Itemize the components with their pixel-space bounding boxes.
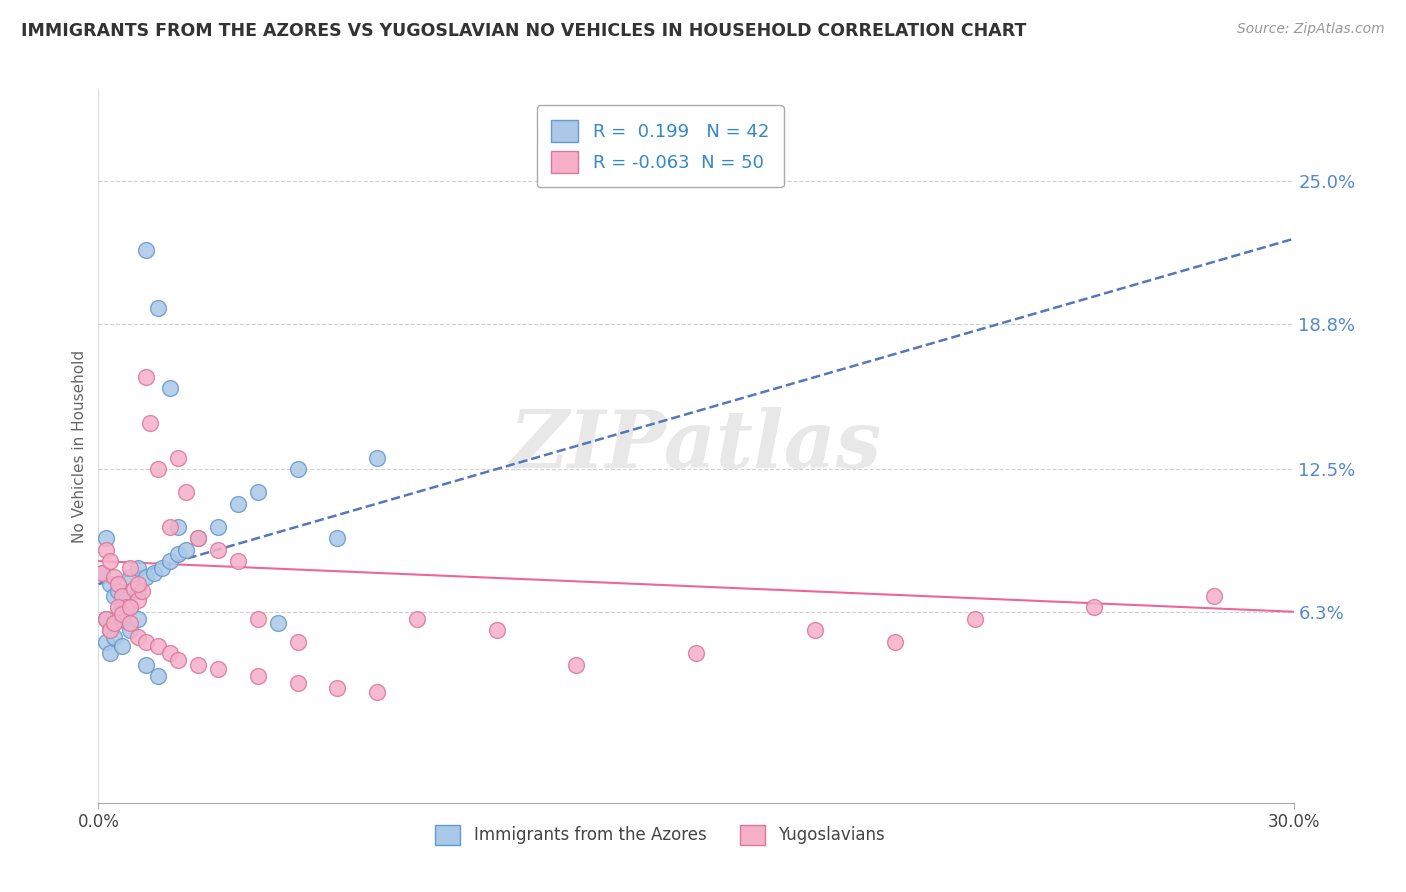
Point bbox=[159, 554, 181, 568]
Point bbox=[148, 301, 170, 315]
Point bbox=[127, 593, 149, 607]
Point bbox=[187, 657, 209, 672]
Point bbox=[326, 531, 349, 545]
Point bbox=[226, 497, 249, 511]
Point bbox=[226, 554, 249, 568]
Point bbox=[135, 370, 157, 384]
Point bbox=[963, 612, 986, 626]
Point bbox=[120, 570, 142, 584]
Point bbox=[267, 616, 290, 631]
Point bbox=[187, 531, 209, 545]
Point bbox=[167, 450, 190, 465]
Point bbox=[111, 607, 134, 621]
Point bbox=[103, 630, 125, 644]
Point bbox=[107, 584, 129, 599]
Point bbox=[120, 623, 142, 637]
Point bbox=[120, 600, 142, 615]
Point bbox=[174, 542, 197, 557]
Legend: Immigrants from the Azores, Yugoslavians: Immigrants from the Azores, Yugoslavians bbox=[429, 818, 891, 852]
Point bbox=[98, 646, 122, 660]
Point bbox=[246, 612, 269, 626]
Text: IMMIGRANTS FROM THE AZORES VS YUGOSLAVIAN NO VEHICLES IN HOUSEHOLD CORRELATION C: IMMIGRANTS FROM THE AZORES VS YUGOSLAVIA… bbox=[21, 22, 1026, 40]
Point bbox=[148, 462, 170, 476]
Point bbox=[115, 600, 138, 615]
Point bbox=[135, 657, 157, 672]
Point bbox=[565, 657, 588, 672]
Point bbox=[120, 600, 142, 615]
Point bbox=[103, 589, 125, 603]
Point bbox=[91, 566, 114, 580]
Point bbox=[287, 634, 309, 648]
Point bbox=[127, 630, 149, 644]
Point bbox=[246, 485, 269, 500]
Point bbox=[96, 612, 118, 626]
Point bbox=[111, 589, 134, 603]
Point bbox=[96, 531, 118, 545]
Point bbox=[120, 561, 142, 575]
Point bbox=[98, 577, 122, 591]
Point bbox=[366, 450, 388, 465]
Point bbox=[135, 634, 157, 648]
Point bbox=[148, 640, 170, 654]
Point bbox=[1202, 589, 1225, 603]
Point bbox=[207, 662, 229, 676]
Point bbox=[96, 542, 118, 557]
Point bbox=[685, 646, 707, 660]
Point bbox=[884, 634, 907, 648]
Point bbox=[124, 582, 146, 596]
Point bbox=[159, 519, 181, 533]
Point bbox=[246, 669, 269, 683]
Point bbox=[366, 685, 388, 699]
Point bbox=[111, 600, 134, 615]
Point bbox=[159, 646, 181, 660]
Point bbox=[287, 462, 309, 476]
Point bbox=[103, 616, 125, 631]
Point bbox=[150, 561, 173, 575]
Point bbox=[107, 607, 129, 621]
Point bbox=[167, 653, 190, 667]
Point bbox=[207, 542, 229, 557]
Text: Source: ZipAtlas.com: Source: ZipAtlas.com bbox=[1237, 22, 1385, 37]
Point bbox=[127, 577, 149, 591]
Point bbox=[1083, 600, 1105, 615]
Point bbox=[127, 561, 149, 575]
Point bbox=[406, 612, 429, 626]
Point bbox=[127, 584, 149, 599]
Point bbox=[115, 593, 138, 607]
Point bbox=[120, 616, 142, 631]
Point bbox=[167, 519, 190, 533]
Point bbox=[167, 547, 190, 561]
Point bbox=[98, 554, 122, 568]
Point bbox=[127, 612, 149, 626]
Point bbox=[91, 566, 114, 580]
Point bbox=[143, 566, 166, 580]
Point bbox=[96, 634, 118, 648]
Text: ZIPatlas: ZIPatlas bbox=[510, 408, 882, 484]
Point bbox=[326, 681, 349, 695]
Point bbox=[287, 676, 309, 690]
Point bbox=[135, 244, 157, 258]
Point bbox=[98, 623, 122, 637]
Point bbox=[96, 612, 118, 626]
Point bbox=[485, 623, 508, 637]
Point bbox=[107, 600, 129, 615]
Point bbox=[111, 612, 134, 626]
Point bbox=[98, 623, 122, 637]
Point bbox=[103, 570, 125, 584]
Point bbox=[139, 416, 162, 430]
Point bbox=[207, 519, 229, 533]
Point bbox=[135, 570, 157, 584]
Point bbox=[107, 577, 129, 591]
Point bbox=[131, 584, 153, 599]
Point bbox=[103, 616, 125, 631]
Point bbox=[111, 640, 134, 654]
Y-axis label: No Vehicles in Household: No Vehicles in Household bbox=[72, 350, 87, 542]
Point bbox=[148, 669, 170, 683]
Point bbox=[159, 381, 181, 395]
Point bbox=[187, 531, 209, 545]
Point bbox=[804, 623, 827, 637]
Point bbox=[174, 485, 197, 500]
